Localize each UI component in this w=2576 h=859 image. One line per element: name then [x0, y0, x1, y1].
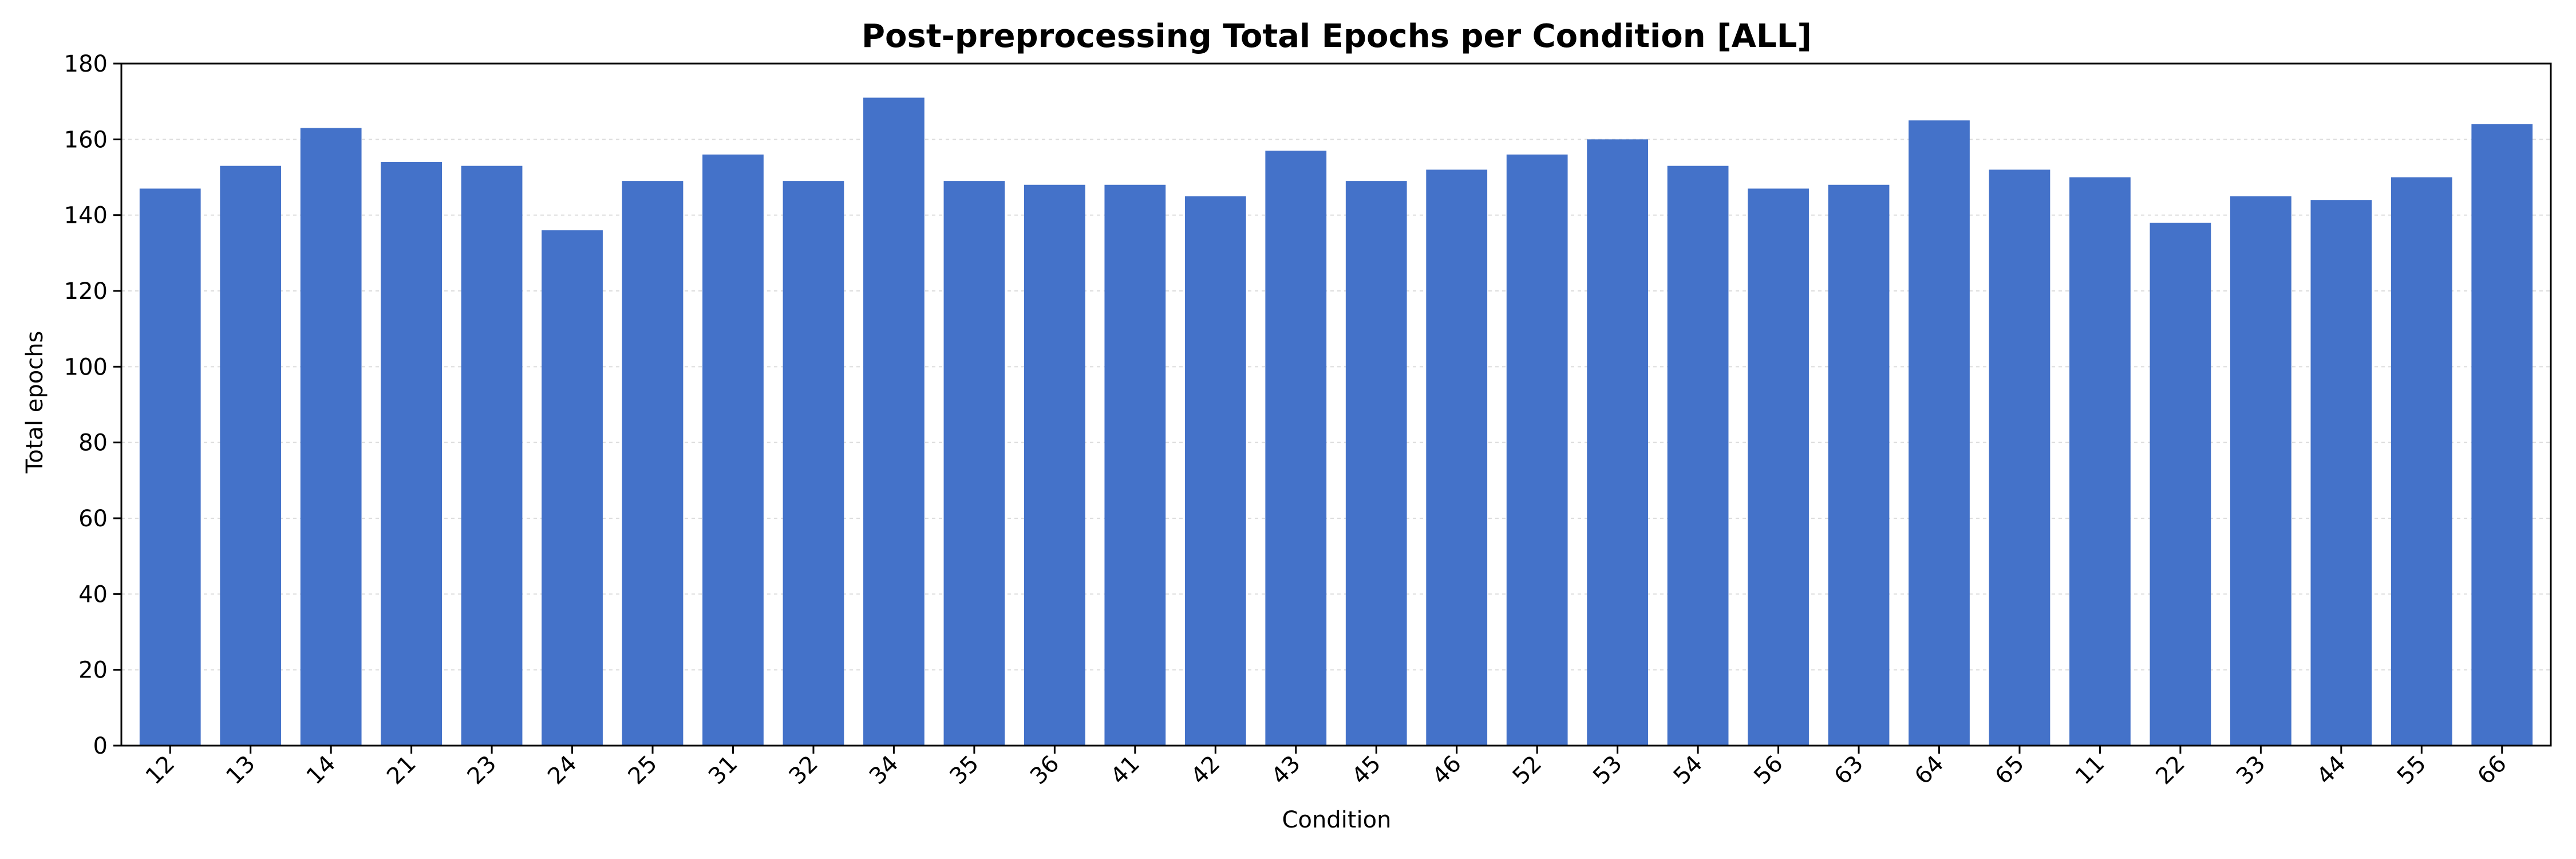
bar-21 — [381, 162, 442, 746]
x-tick-label: 13 — [221, 751, 260, 790]
x-tick-label: 52 — [1508, 751, 1547, 790]
y-tick-label: 100 — [64, 354, 108, 380]
bar-22 — [2150, 222, 2211, 746]
x-tick-label: 33 — [2231, 751, 2271, 790]
bar-53 — [1587, 139, 1649, 746]
bar-55 — [2391, 177, 2452, 746]
x-tick-label: 21 — [382, 751, 421, 790]
x-tick-label: 56 — [1749, 751, 1788, 790]
bar-41 — [1104, 184, 1166, 746]
x-tick-label: 65 — [1990, 751, 2030, 790]
y-tick-label: 160 — [64, 127, 108, 153]
plot-frame — [120, 62, 2552, 747]
bar-52 — [1506, 154, 1568, 746]
x-tick-label: 36 — [1025, 751, 1065, 790]
bar-44 — [2310, 200, 2372, 746]
x-tick-label: 64 — [1910, 751, 1949, 790]
x-tick-label: 22 — [2151, 751, 2190, 790]
bar-31 — [702, 154, 764, 746]
x-tick-label: 41 — [1105, 751, 1145, 790]
y-tick-label: 20 — [78, 657, 108, 684]
bar-63 — [1828, 184, 1890, 746]
bar-54 — [1667, 166, 1729, 746]
x-tick-label: 11 — [2071, 751, 2110, 790]
y-axis-ticks: 0 20 40 60 80 100 120 140 160 180 — [64, 51, 121, 759]
x-tick-label: 55 — [2392, 751, 2432, 790]
bar-56 — [1748, 188, 1809, 746]
y-tick-label: 60 — [78, 506, 108, 532]
bar-23 — [461, 166, 523, 746]
bar-45 — [1345, 181, 1407, 746]
x-tick-label: 45 — [1347, 751, 1386, 790]
x-tick-label: 44 — [2312, 751, 2351, 790]
bar-66 — [2471, 124, 2533, 746]
x-tick-label: 25 — [623, 751, 663, 790]
axes — [120, 62, 2552, 747]
bar-13 — [220, 166, 282, 746]
bar-11 — [2069, 177, 2131, 746]
y-axis-label: Total epochs — [22, 331, 48, 474]
bars — [139, 97, 2533, 746]
bar-12 — [139, 188, 201, 746]
bar-24 — [542, 230, 603, 746]
y-tick-label: 180 — [64, 51, 108, 77]
y-tick-label: 80 — [78, 430, 108, 456]
x-tick-label: 24 — [543, 751, 582, 790]
x-tick-label: 42 — [1186, 751, 1226, 790]
x-tick-label: 34 — [864, 751, 904, 790]
bar-46 — [1426, 170, 1488, 746]
bar-34 — [863, 97, 924, 746]
x-tick-label: 14 — [302, 751, 341, 790]
bar-35 — [943, 181, 1005, 746]
y-tick-label: 120 — [64, 278, 108, 305]
x-tick-label: 54 — [1669, 751, 1708, 790]
x-tick-label: 46 — [1427, 751, 1467, 790]
bar-65 — [1989, 170, 2050, 746]
x-tick-label: 35 — [945, 751, 984, 790]
y-tick-label: 0 — [93, 733, 108, 759]
x-tick-label: 32 — [784, 751, 824, 790]
x-tick-label: 43 — [1266, 751, 1306, 790]
bar-43 — [1265, 151, 1327, 746]
y-tick-label: 140 — [64, 203, 108, 229]
bar-14 — [300, 128, 362, 746]
y-tick-label: 40 — [78, 581, 108, 608]
chart-title: Post-preprocessing Total Epochs per Cond… — [862, 18, 1812, 55]
bar-33 — [2230, 196, 2291, 746]
bar-64 — [1909, 120, 1970, 746]
bar-42 — [1184, 196, 1246, 746]
x-tick-label: 66 — [2472, 751, 2512, 790]
x-tick-label: 31 — [704, 751, 743, 790]
x-tick-label: 23 — [463, 751, 502, 790]
x-axis-ticks: 12 13 14 21 23 24 25 31 32 34 35 36 41 42 43 45 46 52 53 54… — [141, 746, 2512, 790]
x-tick-label: 53 — [1588, 751, 1627, 790]
bar-36 — [1024, 184, 1085, 746]
x-tick-label: 12 — [141, 751, 180, 790]
x-tick-label: 63 — [1830, 751, 1869, 790]
bar-32 — [783, 181, 844, 746]
bar-25 — [622, 181, 683, 746]
x-axis-label: Condition — [1282, 807, 1392, 833]
